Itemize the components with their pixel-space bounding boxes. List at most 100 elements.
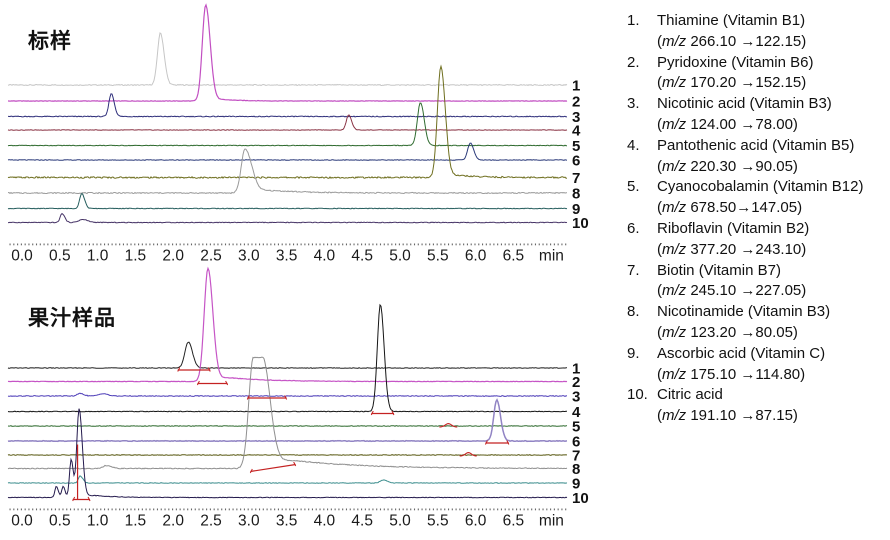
axis-minor-tick xyxy=(470,243,472,246)
axis-minor-tick xyxy=(315,508,317,511)
axis-minor-tick xyxy=(368,508,370,511)
axis-minor-tick xyxy=(232,243,234,246)
legend-item-number: 6. xyxy=(627,219,640,237)
legend-mz: (m/z 124.00 →78.00) xyxy=(657,115,798,133)
trace-3-line xyxy=(8,93,568,118)
axis-minor-tick xyxy=(478,243,480,246)
legend-compound-name: Citric acid xyxy=(657,386,723,404)
axis-minor-tick xyxy=(504,243,506,246)
axis-minor-tick xyxy=(395,243,397,246)
axis-minor-tick xyxy=(413,508,416,511)
axis-minor-tick xyxy=(395,508,397,511)
axis-minor-tick xyxy=(100,508,102,511)
integration-start-tick xyxy=(484,440,488,445)
axis-tick-label: 2.5 xyxy=(200,513,222,530)
integration-minor-peak xyxy=(439,423,458,428)
axis-minor-tick xyxy=(391,243,393,246)
axis-minor-tick xyxy=(156,508,159,511)
trace-9-number: 9 xyxy=(572,201,580,218)
axis-minor-tick xyxy=(334,243,336,246)
axis-minor-tick xyxy=(122,508,124,511)
axis-minor-tick xyxy=(119,243,121,246)
axis-minor-tick xyxy=(115,243,117,246)
trace-8-line xyxy=(7,148,568,195)
axis-minor-tick xyxy=(474,243,476,246)
axis-minor-tick xyxy=(85,508,87,511)
axis-minor-tick xyxy=(323,508,325,511)
axis-minor-tick xyxy=(289,508,291,511)
axis-minor-tick xyxy=(497,243,499,246)
integration-end-tick xyxy=(87,496,91,502)
axis-minor-tick xyxy=(379,243,382,246)
axis-minor-tick xyxy=(274,243,276,246)
legend-compound-name: Nicotinic acid (Vitamin B3) xyxy=(657,95,832,113)
axis-tick-label: 1.0 xyxy=(87,248,109,265)
axis-tick-label: 5.5 xyxy=(427,513,449,530)
trace-5-number: 5 xyxy=(572,419,580,436)
axis-minor-tick xyxy=(553,243,555,246)
axis-minor-tick xyxy=(73,243,75,246)
axis-minor-tick xyxy=(88,243,90,246)
axis-minor-tick xyxy=(466,243,468,246)
axis-minor-tick xyxy=(183,508,185,511)
trace-10-number: 10 xyxy=(572,215,589,232)
axis-minor-tick xyxy=(258,508,261,511)
axis-tick-label: 4.0 xyxy=(314,248,336,265)
axis-tick-label: 3.0 xyxy=(238,513,260,530)
axis-minor-tick xyxy=(304,243,306,246)
axis-minor-tick xyxy=(293,508,295,511)
axis-minor-tick xyxy=(527,243,529,246)
axis-minor-tick xyxy=(96,508,98,511)
axis-minor-tick xyxy=(251,508,253,511)
axis-minor-tick xyxy=(251,243,253,246)
axis-minor-tick xyxy=(300,243,302,246)
axis-minor-tick xyxy=(240,243,242,246)
axis-minor-tick xyxy=(338,243,340,246)
axis-minor-tick xyxy=(293,243,295,246)
axis-minor-tick xyxy=(421,243,423,246)
axis-minor-tick xyxy=(43,508,45,511)
legend-mz: (m/z 220.30 →90.05) xyxy=(657,157,798,175)
axis-minor-tick xyxy=(85,243,87,246)
axis-minor-tick xyxy=(519,508,521,511)
axis-minor-tick xyxy=(531,508,533,511)
axis-minor-tick xyxy=(111,508,113,511)
trace-3-number: 3 xyxy=(572,389,580,406)
axis-minor-tick xyxy=(342,243,344,246)
legend-mz: (m/z 266.10 →122.15) xyxy=(657,32,807,50)
legend-item-3: 3. Nicotinic acid (Vitamin B3) (m/z 124.0… xyxy=(627,94,889,136)
axis-minor-tick xyxy=(221,508,223,511)
axis-minor-tick xyxy=(342,508,344,511)
axis-minor-tick xyxy=(447,508,450,511)
axis-minor-tick xyxy=(62,508,64,511)
axis-minor-tick xyxy=(247,508,249,511)
axis-minor-tick xyxy=(149,243,151,246)
axis-minor-tick xyxy=(376,243,378,246)
axis-minor-tick xyxy=(345,508,348,511)
axis-minor-tick xyxy=(308,243,310,246)
axis-minor-tick xyxy=(323,243,325,246)
axis-minor-tick xyxy=(274,508,276,511)
axis-minor-tick xyxy=(77,243,79,246)
axis-minor-tick xyxy=(156,243,159,246)
axis-minor-tick xyxy=(28,508,30,511)
axis-minor-tick xyxy=(451,508,453,511)
legend-compound-name: Thiamine (Vitamin B1) xyxy=(657,12,806,29)
trace-5-number: 5 xyxy=(572,138,580,155)
axis-minor-tick xyxy=(62,243,64,246)
axis-minor-tick xyxy=(164,508,166,511)
axis-minor-tick xyxy=(217,243,219,246)
axis-minor-tick xyxy=(413,243,416,246)
axis-minor-tick xyxy=(66,243,68,246)
axis-minor-tick xyxy=(43,243,45,246)
axis-minor-tick xyxy=(391,508,393,511)
axis-minor-tick xyxy=(217,508,219,511)
axis-minor-tick xyxy=(542,508,544,511)
axis-minor-tick xyxy=(266,508,268,511)
axis-minor-tick xyxy=(92,508,94,511)
axis-minor-tick xyxy=(387,508,389,511)
axis-minor-tick xyxy=(334,508,336,511)
trace-8-line xyxy=(7,356,568,470)
axis-minor-tick xyxy=(489,243,491,246)
axis-minor-tick xyxy=(69,243,72,246)
